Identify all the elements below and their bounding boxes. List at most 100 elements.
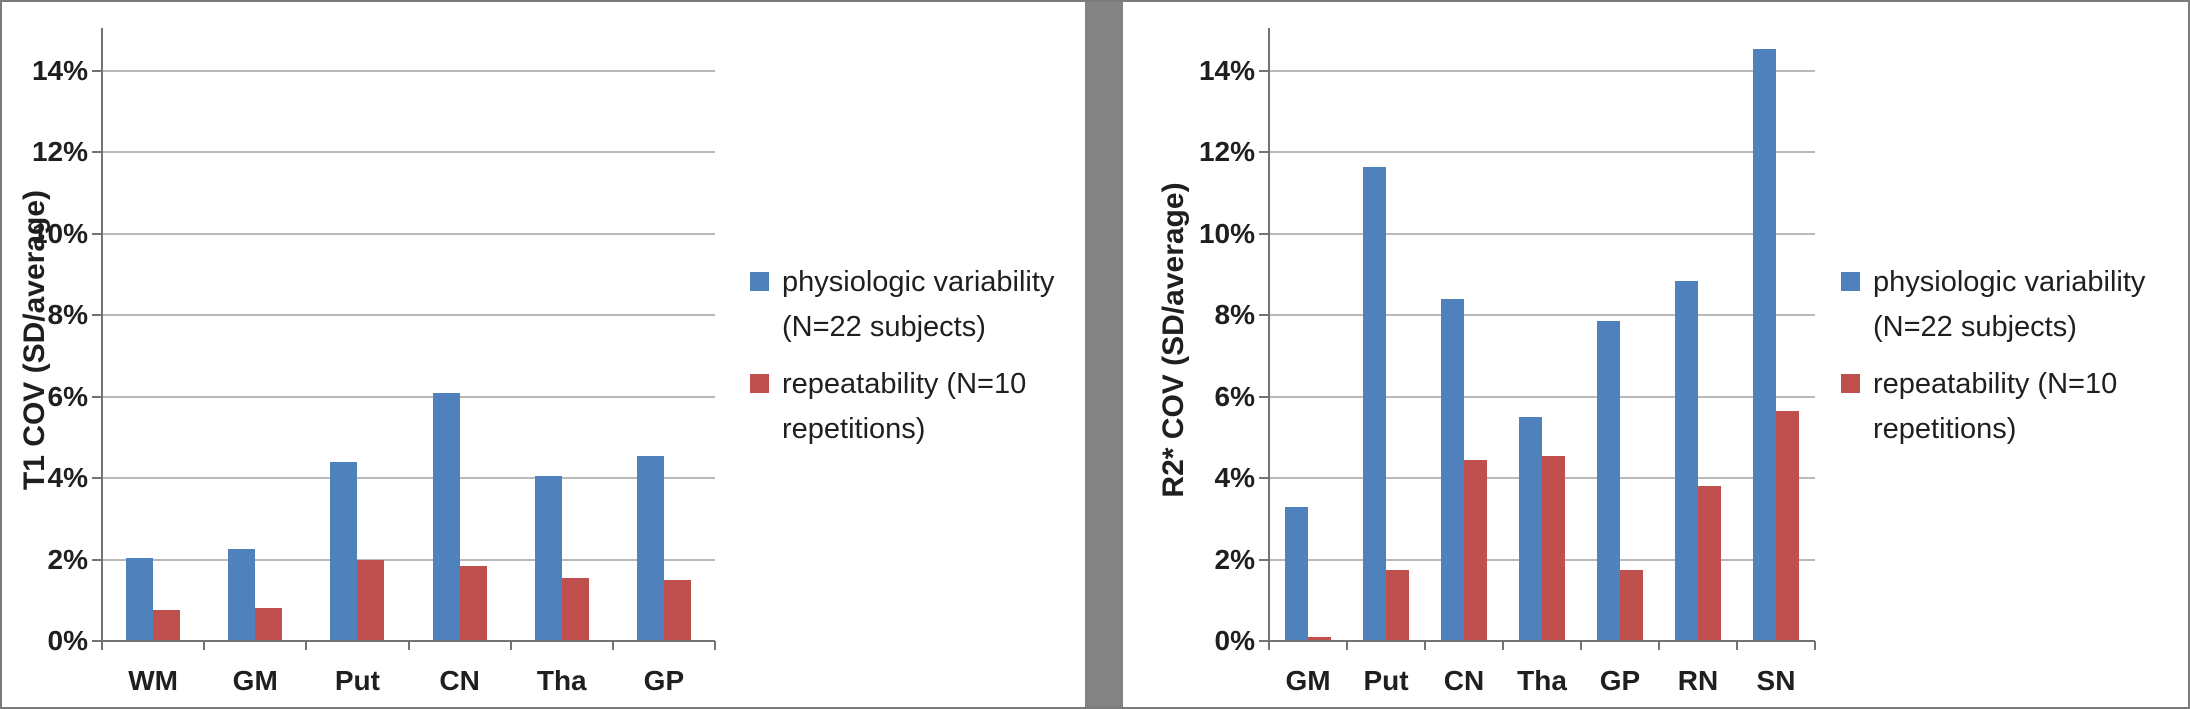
x-category-label: CN — [439, 665, 480, 696]
bar-physiologic-variability — [330, 461, 358, 641]
bar-physiologic-variability — [1519, 417, 1542, 641]
y-tick-mark — [92, 70, 101, 73]
legend-label: physiologic variability (N=22 subjects) — [782, 266, 1055, 343]
bar-physiologic-variability — [534, 476, 562, 641]
x-category-label: CN — [1443, 665, 1485, 696]
y-tick-mark — [1259, 558, 1268, 561]
y-tick-label: 12% — [1198, 136, 1255, 168]
y-tick-label: 10% — [31, 217, 88, 249]
y-tick-label: 2% — [47, 543, 88, 575]
bar-repeatability — [1698, 486, 1721, 641]
bar-repeatability — [663, 579, 691, 641]
x-axis-line — [1268, 640, 1815, 642]
y-tick-mark — [92, 477, 101, 480]
gridline — [102, 151, 715, 154]
gridline — [1269, 70, 1815, 73]
legend-label: physiologic variability (N=22 subjects) — [1873, 266, 2146, 343]
y-tick-mark — [1259, 151, 1268, 154]
legend-item: physiologic variability (N=22 subjects) — [750, 260, 1095, 350]
x-tick-mark — [1268, 641, 1270, 650]
bar-repeatability — [357, 559, 385, 641]
legend-item: repeatability (N=10 repetitions) — [1841, 362, 2186, 452]
x-category-label: GP — [1599, 665, 1641, 696]
panel-divider — [1085, 2, 1123, 707]
legend-label: repeatability (N=10 repetitions) — [782, 368, 1027, 445]
bar-physiologic-variability — [1441, 299, 1464, 641]
bar-physiologic-variability — [228, 549, 256, 641]
bar-repeatability — [1386, 569, 1409, 641]
x-tick-mark — [305, 641, 308, 650]
gridline — [102, 314, 715, 317]
x-tick-mark — [611, 641, 614, 650]
gridline — [102, 232, 715, 235]
bar-repeatability — [459, 565, 487, 641]
legend-label: repeatability (N=10 repetitions) — [1873, 368, 2118, 445]
legend-marker-repeatability — [1841, 374, 1860, 393]
bar-repeatability — [153, 610, 181, 641]
y-tick-label: 4% — [1214, 462, 1255, 494]
legend: physiologic variability (N=22 subjects) r… — [1841, 260, 2186, 464]
x-tick-mark — [101, 641, 103, 650]
y-tick-mark — [92, 232, 101, 235]
x-tick-mark — [1580, 641, 1582, 650]
x-category-label: SN — [1756, 665, 1796, 696]
y-tick-mark — [1259, 477, 1268, 480]
y-axis-line — [101, 28, 103, 641]
bar-physiologic-variability — [1675, 280, 1698, 641]
legend-item: physiologic variability (N=22 subjects) — [1841, 260, 2186, 350]
x-tick-mark — [1346, 641, 1348, 650]
bar-physiologic-variability — [126, 557, 154, 641]
x-tick-mark — [1658, 641, 1660, 650]
x-category-label: Tha — [1517, 665, 1567, 696]
x-tick-mark — [1736, 641, 1738, 650]
y-tick-mark — [92, 640, 101, 642]
x-tick-mark — [509, 641, 512, 650]
gridline — [1269, 151, 1815, 154]
y-tick-mark — [92, 395, 101, 398]
y-tick-mark — [1259, 640, 1268, 642]
y-tick-label: 2% — [1214, 543, 1255, 575]
bar-physiologic-variability — [1753, 48, 1776, 641]
legend-marker-repeatability — [750, 374, 769, 393]
y-tick-mark — [1259, 232, 1268, 235]
y-tick-label: 12% — [31, 136, 88, 168]
x-category-label: GP — [643, 665, 685, 696]
y-tick-mark — [1259, 314, 1268, 317]
legend-marker-physiologic — [1841, 272, 1860, 291]
x-tick-mark — [1424, 641, 1426, 650]
bar-repeatability — [1776, 410, 1799, 641]
bar-physiologic-variability — [432, 392, 460, 641]
bar-repeatability — [1464, 459, 1487, 641]
gridline — [102, 477, 715, 480]
y-tick-label: 4% — [47, 462, 88, 494]
y-tick-mark — [92, 151, 101, 154]
x-tick-mark — [1502, 641, 1504, 650]
x-category-label: GM — [232, 665, 278, 696]
y-tick-label: 10% — [1198, 217, 1255, 249]
x-category-label: Put — [1363, 665, 1409, 696]
y-tick-label: 0% — [47, 625, 88, 656]
legend: physiologic variability (N=22 subjects) r… — [750, 260, 1095, 464]
y-axis-line — [1268, 28, 1270, 641]
y-tick-mark — [92, 558, 101, 561]
x-category-label: Put — [334, 665, 380, 696]
gridline — [102, 395, 715, 398]
bar-repeatability — [1308, 636, 1331, 641]
bar-repeatability — [1620, 569, 1643, 641]
bar-repeatability — [255, 608, 283, 641]
bar-physiologic-variability — [1597, 321, 1620, 641]
y-tick-label: 6% — [1214, 380, 1255, 412]
y-tick-mark — [1259, 70, 1268, 73]
gridline — [1269, 395, 1815, 398]
bar-physiologic-variability — [1285, 506, 1308, 641]
gridline — [1269, 232, 1815, 235]
y-tick-label: 8% — [1214, 299, 1255, 331]
gridline — [1269, 314, 1815, 317]
y-tick-label: 0% — [1214, 625, 1255, 656]
x-tick-mark — [1814, 641, 1816, 650]
bar-repeatability — [1542, 455, 1565, 641]
y-tick-label: 14% — [31, 55, 88, 87]
y-axis-title: T1 COV (SD/average) — [18, 189, 51, 491]
x-category-label: RN — [1677, 665, 1719, 696]
